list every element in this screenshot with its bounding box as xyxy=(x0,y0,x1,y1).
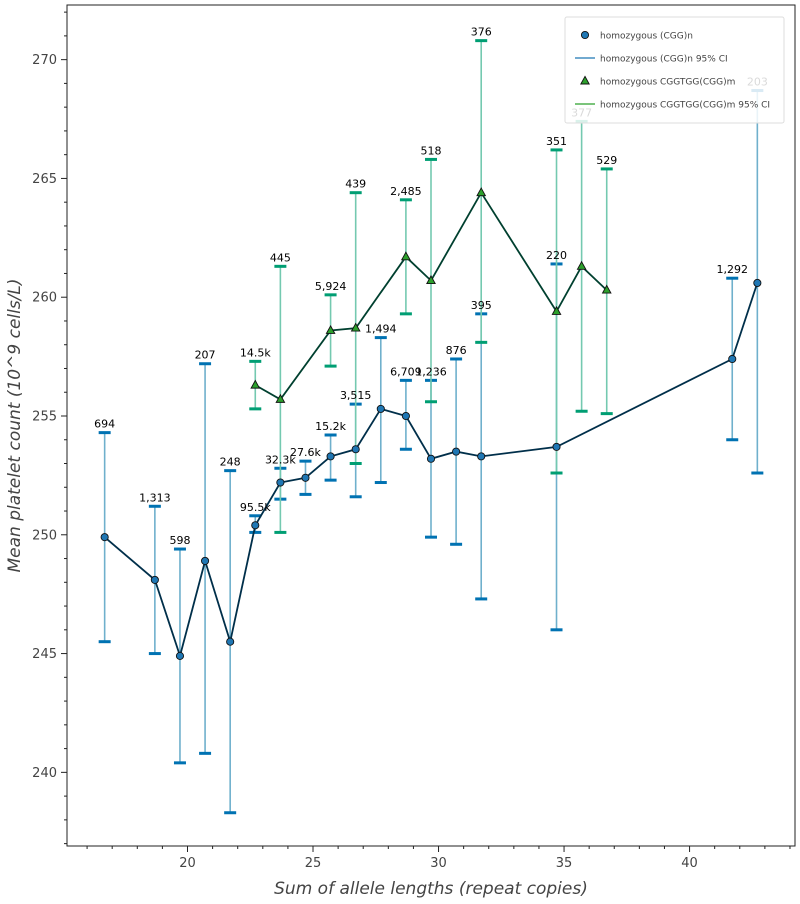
cgg-point xyxy=(175,651,185,660)
y-axis-title: Mean platelet count (10^9 cells/L) xyxy=(5,278,25,572)
cgg-n-label: 15.2k xyxy=(315,420,346,433)
legend-box xyxy=(564,16,785,124)
cgg-point xyxy=(376,404,385,413)
legend-label: homozygous (CGG)n xyxy=(600,32,693,42)
cgg-point xyxy=(100,533,109,542)
legend: homozygous (CGG)n homozygous (CGG)n 95% C… xyxy=(564,16,785,124)
series-lines xyxy=(104,190,759,660)
x-tick-label: 40 xyxy=(681,856,698,871)
x-tick-label: 30 xyxy=(430,856,447,871)
cgg-point xyxy=(251,521,260,530)
legend-item: homozygous (CGG)n xyxy=(580,30,693,42)
cgg-n-label: 32.3k xyxy=(265,453,296,466)
cgg-n-label: 3,515 xyxy=(340,389,372,402)
cgg-n-label: 1,292 xyxy=(716,263,748,276)
cgg-n-label: 1,236 xyxy=(415,365,447,378)
cggtgg-point xyxy=(476,187,487,197)
cggtgg-n-label: 5,924 xyxy=(315,280,347,293)
cgg-n-label: 1,313 xyxy=(139,491,171,504)
plot-frame xyxy=(66,4,796,847)
x-tick-label: 35 xyxy=(556,856,573,871)
cggtgg-point xyxy=(325,324,336,334)
cgg-n-label: 598 xyxy=(169,534,190,547)
series-markers xyxy=(100,187,762,660)
cgg-n-label: 248 xyxy=(220,456,241,469)
y-tick-label: 265 xyxy=(32,172,57,187)
cggtgg-point xyxy=(250,379,261,389)
x-axis-title: Sum of allele lengths (repeat copies) xyxy=(274,879,588,899)
cgg-point xyxy=(201,556,210,565)
cggtgg-n-label: 351 xyxy=(546,135,567,148)
y-tick-label: 245 xyxy=(32,647,57,662)
y-tick-label: 240 xyxy=(32,766,57,781)
cggtgg-point xyxy=(426,275,436,285)
y-tick-label: 260 xyxy=(32,291,57,306)
y-tick-label: 255 xyxy=(32,409,57,424)
cgg-series-line xyxy=(104,282,759,660)
cgg-n-label: 6,709 xyxy=(390,365,422,378)
cggtgg-series-line xyxy=(254,190,608,401)
cgg-n-label: 1,494 xyxy=(365,323,397,336)
cgg-n-label: 27.6k xyxy=(290,446,321,459)
cggtgg-n-label: 518 xyxy=(421,144,442,157)
legend-circle-marker xyxy=(580,30,590,40)
cgg-point xyxy=(326,452,335,461)
cggtgg-n-label: 439 xyxy=(345,178,366,191)
cgg-point xyxy=(401,411,410,421)
legend-label: homozygous (CGG)n 95% CI xyxy=(600,55,728,65)
cgg-point xyxy=(426,454,436,463)
legend-label: homozygous CGGTGG(CGG)m xyxy=(600,78,735,88)
legend-triangle-marker xyxy=(580,75,590,85)
cggtgg-n-label: 2,485 xyxy=(390,185,422,198)
cgg-n-label: 207 xyxy=(195,349,216,362)
cgg-point xyxy=(728,354,737,364)
legend-label: homozygous CGGTGG(CGG)m 95% CI xyxy=(600,101,770,111)
cgg-n-label: 395 xyxy=(471,299,492,312)
x-tick-label: 20 xyxy=(179,856,196,871)
legend-item: homozygous (CGG)n 95% CI xyxy=(575,55,728,65)
cggtgg-point xyxy=(601,284,612,294)
cgg-point xyxy=(226,637,235,646)
cgg-point xyxy=(351,445,360,454)
cggtgg-point xyxy=(400,251,411,261)
cggtgg-point xyxy=(551,305,562,315)
cgg-point xyxy=(552,442,561,451)
y-tick-label: 270 xyxy=(32,53,57,68)
legend-item: homozygous CGGTGG(CGG)m xyxy=(580,75,735,88)
cggtgg-point xyxy=(350,322,361,332)
cgg-point xyxy=(276,478,285,487)
cggtgg-n-label: 445 xyxy=(270,251,291,264)
cgg-point xyxy=(150,575,159,584)
axes: 20 25 30 35 40 240 245 250 255 260 265 270 xyxy=(32,4,796,871)
cgg-point xyxy=(301,473,310,482)
cggtgg-n-label: 14.5k xyxy=(240,346,271,359)
cgg-n-label: 876 xyxy=(446,344,467,357)
x-tick-label: 25 xyxy=(305,856,322,871)
cgg-point xyxy=(753,278,762,288)
cggtgg-n-label: 376 xyxy=(471,26,492,39)
cgg-n-label: 694 xyxy=(94,418,115,431)
y-tick-label: 250 xyxy=(32,528,57,543)
cgg-n-label: 220 xyxy=(546,249,567,262)
cggtgg-n-label: 529 xyxy=(596,154,617,167)
legend-item: homozygous CGGTGG(CGG)m 95% CI xyxy=(575,101,770,111)
cgg-n-label: 95.5k xyxy=(240,501,271,514)
cggtgg-point xyxy=(275,393,286,403)
cgg-point xyxy=(477,452,486,461)
cggtgg-point xyxy=(576,260,587,270)
cgg-point xyxy=(452,447,461,456)
